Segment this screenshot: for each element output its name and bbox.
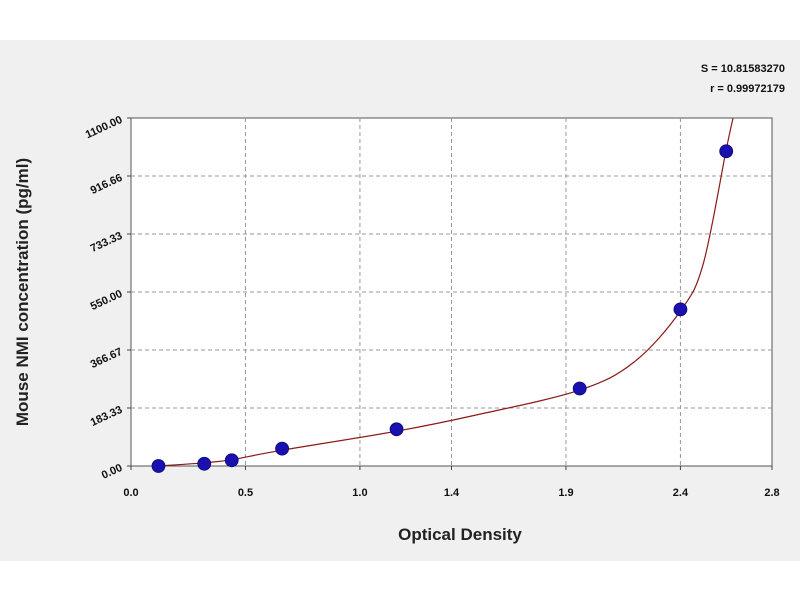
chart-area: 0.00 183.33 366.67 550.00 733.33 916.66 1100.0… [0,40,800,561]
data-point [719,144,734,159]
y-tick-label: 550.00 [89,288,125,313]
x-tick-label: 2.4 [673,487,689,499]
x-tick-label: 1.9 [558,487,573,499]
grid-lines [127,117,773,470]
s-statistic: S = 10.81583270 [701,63,785,75]
data-point [389,422,404,437]
x-tick-label: 1.0 [352,487,367,499]
y-tick-label: 1100.00 [84,114,125,141]
y-tick-label: 183.33 [89,404,125,429]
x-tick-label: 1.4 [444,487,460,499]
y-tick-label: 0.00 [100,462,124,482]
data-point [224,453,239,468]
x-tick-label: 0.0 [123,487,138,499]
y-tick-labels: 0.00 183.33 366.67 550.00 733.33 916.66 1100.0… [84,114,125,482]
y-axis-title: Mouse NMI concentration (pg/ml) [13,158,32,426]
data-point [197,456,212,471]
r-statistic: r = 0.99972179 [710,83,785,95]
data-point [275,441,289,456]
data-point [572,381,587,396]
data-point [151,459,166,473]
data-point [673,302,688,317]
y-tick-label: 733.33 [89,230,125,255]
data-points [151,144,734,473]
x-tick-label: 2.8 [764,487,779,499]
x-axis-title: Optical Density [398,525,522,544]
y-tick-label: 916.66 [89,172,125,197]
y-tick-label: 366.67 [89,346,125,371]
x-tick-labels: 0.0 0.5 1.0 1.4 1.9 2.4 2.8 [123,487,779,499]
x-tick-label: 0.5 [238,487,253,499]
calibration-curve-chart: 0.00 183.33 366.67 550.00 733.33 916.66 1100.0… [13,63,785,544]
